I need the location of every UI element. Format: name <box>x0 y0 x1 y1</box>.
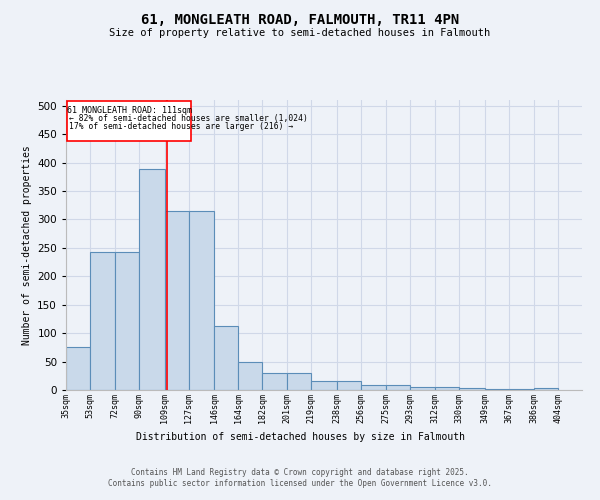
Text: Size of property relative to semi-detached houses in Falmouth: Size of property relative to semi-detach… <box>109 28 491 38</box>
Bar <box>262 373 287 390</box>
Y-axis label: Number of semi-detached properties: Number of semi-detached properties <box>22 145 32 345</box>
Bar <box>139 170 164 390</box>
Bar <box>90 252 115 390</box>
Bar <box>164 211 188 390</box>
Bar <box>386 386 410 390</box>
Bar <box>115 252 139 390</box>
Text: Contains HM Land Registry data © Crown copyright and database right 2025.
Contai: Contains HM Land Registry data © Crown c… <box>108 468 492 487</box>
Bar <box>410 387 436 390</box>
Text: 61, MONGLEATH ROAD, FALMOUTH, TR11 4PN: 61, MONGLEATH ROAD, FALMOUTH, TR11 4PN <box>141 12 459 26</box>
Bar <box>287 373 311 390</box>
Bar <box>460 388 485 390</box>
Text: 17% of semi-detached houses are larger (216) →: 17% of semi-detached houses are larger (… <box>70 122 293 130</box>
Text: 61 MONGLEATH ROAD: 111sqm: 61 MONGLEATH ROAD: 111sqm <box>67 106 192 114</box>
Bar <box>311 382 337 390</box>
Bar <box>485 389 509 390</box>
Bar <box>534 388 558 390</box>
Bar <box>238 362 262 390</box>
Bar <box>66 348 90 390</box>
Bar <box>214 326 238 390</box>
Bar <box>337 382 361 390</box>
FancyBboxPatch shape <box>67 101 191 141</box>
Text: Distribution of semi-detached houses by size in Falmouth: Distribution of semi-detached houses by … <box>136 432 464 442</box>
Text: ← 82% of semi-detached houses are smaller (1,024): ← 82% of semi-detached houses are smalle… <box>70 114 308 122</box>
Bar <box>436 387 460 390</box>
Bar <box>361 386 386 390</box>
Bar <box>188 211 214 390</box>
